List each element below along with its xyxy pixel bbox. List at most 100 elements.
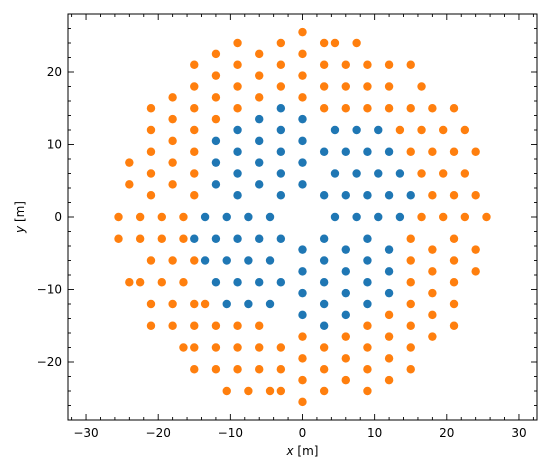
data-point-series-2 bbox=[298, 354, 307, 363]
data-point-series-1 bbox=[363, 256, 372, 265]
data-point-series-1 bbox=[363, 234, 372, 243]
data-point-series-2 bbox=[190, 147, 199, 156]
data-point-series-1 bbox=[233, 191, 242, 200]
data-point-series-2 bbox=[298, 49, 307, 59]
data-point-series-2 bbox=[157, 234, 166, 243]
data-point-series-2 bbox=[276, 343, 286, 352]
axis-label-unit: [m] bbox=[294, 444, 319, 458]
data-point-series-2 bbox=[190, 104, 199, 113]
data-point-series-2 bbox=[439, 212, 448, 222]
data-point-series-1 bbox=[384, 147, 394, 156]
x-axis-label: x [m] bbox=[286, 444, 319, 458]
data-point-series-2 bbox=[276, 365, 286, 374]
data-point-series-1 bbox=[233, 147, 242, 156]
data-point-series-1 bbox=[211, 158, 221, 167]
data-point-series-1 bbox=[200, 256, 210, 265]
data-point-series-1 bbox=[298, 245, 307, 254]
x-tick-label: −20 bbox=[146, 426, 171, 440]
data-point-series-2 bbox=[168, 256, 177, 265]
data-point-series-1 bbox=[341, 191, 350, 200]
data-point-series-2 bbox=[384, 332, 394, 341]
data-point-series-2 bbox=[449, 234, 459, 243]
data-point-series-2 bbox=[190, 125, 199, 135]
data-point-series-2 bbox=[341, 332, 350, 341]
data-point-series-2 bbox=[146, 191, 156, 200]
data-point-series-1 bbox=[363, 191, 372, 200]
data-point-series-2 bbox=[319, 104, 329, 113]
data-point-series-1 bbox=[265, 299, 275, 309]
data-point-series-2 bbox=[146, 104, 156, 113]
points-layer bbox=[114, 27, 491, 407]
data-point-series-2 bbox=[135, 278, 145, 287]
data-point-series-2 bbox=[168, 299, 177, 309]
x-tick-label: 30 bbox=[511, 426, 526, 440]
data-point-series-1 bbox=[276, 104, 286, 113]
data-point-series-2 bbox=[428, 147, 437, 156]
data-point-series-2 bbox=[363, 321, 372, 330]
data-point-series-1 bbox=[298, 288, 307, 298]
data-point-series-2 bbox=[449, 278, 459, 287]
data-point-series-1 bbox=[244, 256, 253, 265]
data-point-series-1 bbox=[255, 234, 264, 243]
data-point-series-2 bbox=[341, 375, 350, 385]
data-point-series-1 bbox=[406, 191, 415, 200]
x-tick-label: −10 bbox=[218, 426, 243, 440]
data-point-series-2 bbox=[190, 256, 199, 265]
data-point-series-1 bbox=[233, 234, 242, 243]
data-point-series-1 bbox=[298, 158, 307, 167]
data-point-series-1 bbox=[244, 212, 253, 222]
data-point-series-1 bbox=[233, 125, 242, 135]
data-point-series-1 bbox=[276, 278, 286, 287]
data-point-series-2 bbox=[276, 82, 286, 91]
data-point-series-2 bbox=[341, 354, 350, 363]
data-point-series-2 bbox=[363, 82, 372, 91]
y-tick-label: 20 bbox=[47, 65, 62, 79]
data-point-series-1 bbox=[298, 180, 307, 189]
data-point-series-2 bbox=[190, 82, 199, 91]
data-point-series-2 bbox=[471, 147, 480, 156]
data-point-series-1 bbox=[255, 158, 264, 167]
data-point-series-2 bbox=[146, 299, 156, 309]
data-point-series-2 bbox=[255, 49, 264, 59]
data-point-series-2 bbox=[233, 321, 242, 330]
data-point-series-2 bbox=[276, 38, 286, 48]
data-point-series-1 bbox=[211, 180, 221, 189]
data-point-series-2 bbox=[146, 125, 156, 135]
data-point-series-1 bbox=[319, 321, 329, 330]
data-point-series-1 bbox=[211, 234, 221, 243]
y-tick-label: 0 bbox=[54, 210, 62, 224]
data-point-series-2 bbox=[319, 343, 329, 352]
data-point-series-2 bbox=[255, 71, 264, 80]
data-point-series-2 bbox=[190, 365, 199, 374]
data-point-series-1 bbox=[352, 125, 361, 135]
data-point-series-2 bbox=[363, 104, 372, 113]
data-point-series-2 bbox=[406, 365, 415, 374]
data-point-series-2 bbox=[255, 93, 264, 102]
data-point-series-1 bbox=[244, 299, 253, 309]
data-point-series-1 bbox=[395, 212, 405, 222]
data-point-series-1 bbox=[298, 310, 307, 320]
data-point-series-2 bbox=[244, 386, 253, 396]
data-point-series-1 bbox=[374, 125, 383, 135]
data-point-series-2 bbox=[157, 212, 166, 222]
data-point-series-2 bbox=[168, 136, 177, 146]
data-point-series-2 bbox=[449, 321, 459, 330]
data-point-series-2 bbox=[255, 365, 264, 374]
data-point-series-2 bbox=[471, 267, 480, 276]
data-point-series-1 bbox=[330, 212, 340, 222]
y-tick-label: −10 bbox=[37, 283, 62, 297]
data-point-series-2 bbox=[417, 125, 426, 135]
data-point-series-2 bbox=[341, 82, 350, 91]
data-point-series-2 bbox=[298, 397, 307, 407]
data-point-series-1 bbox=[233, 278, 242, 287]
data-point-series-2 bbox=[298, 375, 307, 385]
data-point-series-2 bbox=[363, 60, 372, 69]
data-point-series-1 bbox=[395, 169, 405, 178]
data-point-series-2 bbox=[179, 343, 188, 352]
data-point-series-2 bbox=[146, 147, 156, 156]
data-point-series-2 bbox=[428, 310, 437, 320]
data-point-series-2 bbox=[265, 386, 275, 396]
data-point-series-1 bbox=[265, 256, 275, 265]
x-tick-label: 10 bbox=[367, 426, 382, 440]
data-point-series-1 bbox=[276, 125, 286, 135]
